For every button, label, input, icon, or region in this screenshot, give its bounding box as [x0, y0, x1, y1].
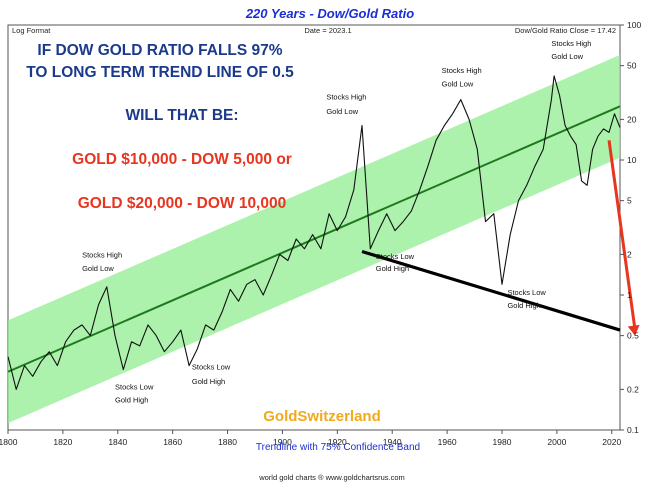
x-tick-label: 1980	[493, 437, 512, 447]
headline-line-2: TO LONG TERM TREND LINE OF 0.5	[26, 64, 294, 81]
x-tick-label: 2020	[602, 437, 621, 447]
y-tick-label: 0.5	[627, 331, 639, 341]
y-tick-label: 10	[627, 155, 637, 165]
annotation-label: Stocks Low	[115, 382, 154, 391]
y-tick-label: 100	[627, 20, 641, 30]
annotation-label: Stocks High	[82, 250, 122, 259]
x-tick-label: 1900	[273, 437, 292, 447]
annotation-label: Stocks High	[551, 39, 591, 48]
projection-arrow-line	[607, 140, 637, 330]
y-tick-label: 5	[627, 196, 632, 206]
question-text: WILL THAT BE:	[125, 107, 238, 124]
projection-layer	[607, 140, 640, 336]
x-tick-label: 1860	[163, 437, 182, 447]
x-tick-label: 1940	[383, 437, 402, 447]
annotation-label: Gold High	[376, 264, 409, 273]
y-tick-label: 0.2	[627, 384, 639, 394]
annotation-label: Gold Low	[551, 52, 583, 61]
x-tick-label: 1960	[438, 437, 457, 447]
projection-arrow-head	[627, 324, 640, 336]
x-tick-label: 1800	[0, 437, 18, 447]
y-axis: 100 50 20 10 5 2 1 0.5 0.2 0.1	[620, 20, 641, 435]
x-tick-label: 2000	[547, 437, 566, 447]
trendline-note: Trendline with 75% Confidence Band	[256, 442, 420, 453]
trendline	[7, 105, 621, 373]
annotation-layer: Stocks High Gold Low Stocks Low Gold High St…	[82, 39, 591, 405]
x-tick-label: 1920	[328, 437, 347, 447]
annotation-label: Stocks Low	[376, 252, 415, 261]
annotation-label: Gold Low	[442, 80, 474, 89]
x-tick-label: 1820	[53, 437, 72, 447]
chart-title: 220 Years - Dow/Gold Ratio	[245, 6, 414, 21]
annotation-label: Gold High	[507, 301, 540, 310]
annotation-label: Gold High	[115, 395, 148, 404]
scenario-2-text: GOLD $20,000 - DOW 10,000	[78, 195, 286, 212]
annotation-label: Stocks High	[442, 66, 482, 75]
x-axis: 1800 1820 1840 1860 1880 1900 1920 1940 1960 1980…	[0, 430, 621, 447]
series-layer	[7, 75, 621, 390]
brand-watermark: GoldSwitzerland	[263, 408, 381, 425]
support-line-layer	[361, 249, 621, 332]
dow-gold-ratio-series	[7, 75, 621, 390]
scenario-1-text: GOLD $10,000 - DOW 5,000 or	[72, 151, 292, 168]
support-line	[361, 249, 621, 332]
x-tick-label: 1880	[218, 437, 237, 447]
y-tick-label: 20	[627, 114, 637, 124]
annotation-label: Stocks Low	[507, 288, 546, 297]
annotation-label: Gold High	[192, 377, 225, 386]
y-tick-label: 1	[627, 290, 632, 300]
annotation-label: Gold Low	[326, 107, 358, 116]
annotation-label: Gold Low	[82, 264, 114, 273]
scale-label: Log Format	[12, 26, 51, 35]
annotation-label: Stocks Low	[192, 363, 231, 372]
y-tick-label: 2	[627, 249, 632, 259]
y-tick-label: 50	[627, 61, 637, 71]
source-credit: world gold charts ® www.goldchartsrus.co…	[258, 473, 405, 482]
headline-line-1: IF DOW GOLD RATIO FALLS 97%	[37, 42, 282, 59]
date-label: Date = 2023.1	[304, 26, 351, 35]
trendline-layer	[7, 105, 621, 373]
annotation-label: Stocks High	[326, 93, 366, 102]
y-tick-label: 0.1	[627, 425, 639, 435]
x-tick-label: 1840	[108, 437, 127, 447]
close-label: Dow/Gold Ratio Close = 17.42	[515, 26, 616, 35]
